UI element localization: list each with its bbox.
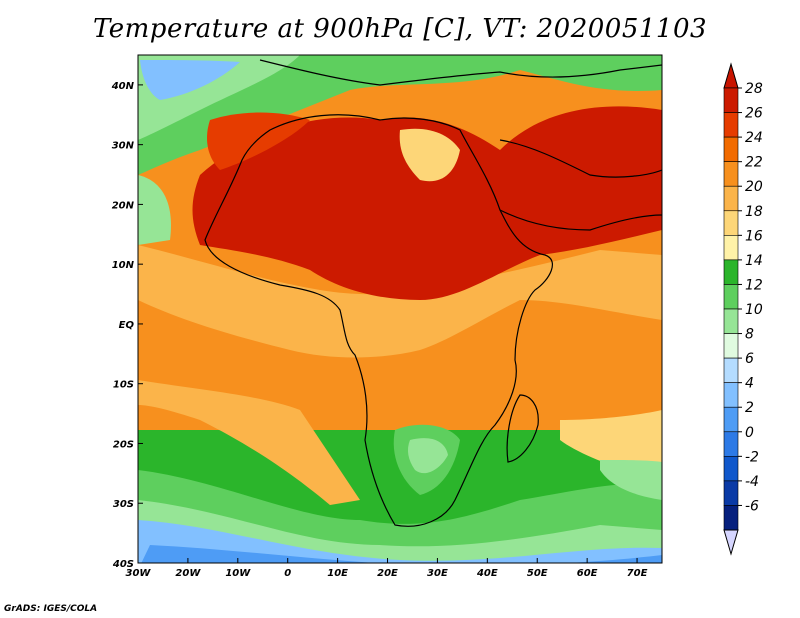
colorbar-swatch [723,480,739,506]
colorbar-label: 28 [745,81,763,97]
colorbar-label: 4 [745,376,754,392]
colorbar-swatch [723,210,739,236]
map-title: Temperature at 900hPa [C], VT: 202005110… [92,14,708,44]
colorbar-swatch [723,406,739,433]
lon-tick-label: 10W [225,568,251,579]
colorbar-label: 12 [745,277,763,293]
lat-tick-label: EQ [119,320,135,331]
lat-tick-label: 10N [112,260,135,271]
colorbar-swatch [723,112,739,138]
colorbar-label: 20 [745,179,763,195]
colorbar-label: -6 [745,498,759,514]
colorbar-swatch [723,308,739,334]
lat-tick-label: 20N [112,200,135,211]
lat-tick-label: 30N [112,141,135,152]
colorbar-swatch [723,431,739,457]
colorbar-swatch [723,284,739,310]
coastlines [204,59,662,527]
colorbar-label: -4 [745,474,759,490]
lon-tick-label: 10E [327,568,348,579]
colorbar-label: 14 [745,253,763,269]
colorbar-swatch [723,333,739,359]
colorbar-swatch [723,136,739,162]
lon-tick-label: 60E [577,568,598,579]
colorbar-label: 22 [745,155,763,171]
lon-tick-label: 30E [427,568,448,579]
colorbar-label: 10 [745,302,763,318]
lat-tick-label: 10S [113,380,134,391]
lon-tick-label: 70E [627,568,648,579]
temperature-field [138,55,662,563]
lat-tick-label: 20S [113,439,134,450]
colorbar-swatch [723,161,739,187]
colorbar-label: 24 [745,130,763,146]
colorbar-label: 0 [745,425,754,441]
colorbar-over-triangle [723,62,739,89]
colorbar-label: -2 [745,449,759,465]
credit-text: GrADS: IGES/COLA [4,604,98,614]
lon-tick-label: 40E [476,568,498,579]
colorbar-label: 16 [745,228,763,244]
lat-tick-label: 30S [113,499,134,510]
lon-tick-label: 50E [527,568,548,579]
colorbar-swatch [723,357,739,383]
colorbar-label: 26 [745,106,763,122]
colorbar-swatch [723,382,739,408]
colorbar-label: 18 [745,204,763,220]
lon-tick-label: 20W [175,568,201,579]
lon-tick-label: 30W [126,568,152,579]
latitude-ticks: 40N 30N 20N 10N EQ 10S 20S 30S 40S [111,81,143,570]
map-frame [137,54,663,564]
colorbar-label: 8 [745,327,754,343]
longitude-ticks: 30W 20W 10W 0 10E 20E 30E 40E 50E 60E 70E [126,558,648,579]
colorbar-swatch [723,235,739,261]
lon-tick-label: 20E [377,568,398,579]
lon-tick-label: 0 [284,568,291,579]
colorbar-label: 6 [745,351,754,367]
colorbar-under-triangle [723,529,739,556]
lat-tick-label: 40N [111,81,135,92]
colorbar-swatch [723,456,739,482]
colorbar-swatch [723,259,739,285]
lat-tick-label: 40S [112,559,134,570]
colorbar-label: 2 [745,400,754,416]
colorbar-swatch [723,87,739,113]
colorbar-swatch [723,505,739,531]
colorbar-swatch [723,185,739,212]
